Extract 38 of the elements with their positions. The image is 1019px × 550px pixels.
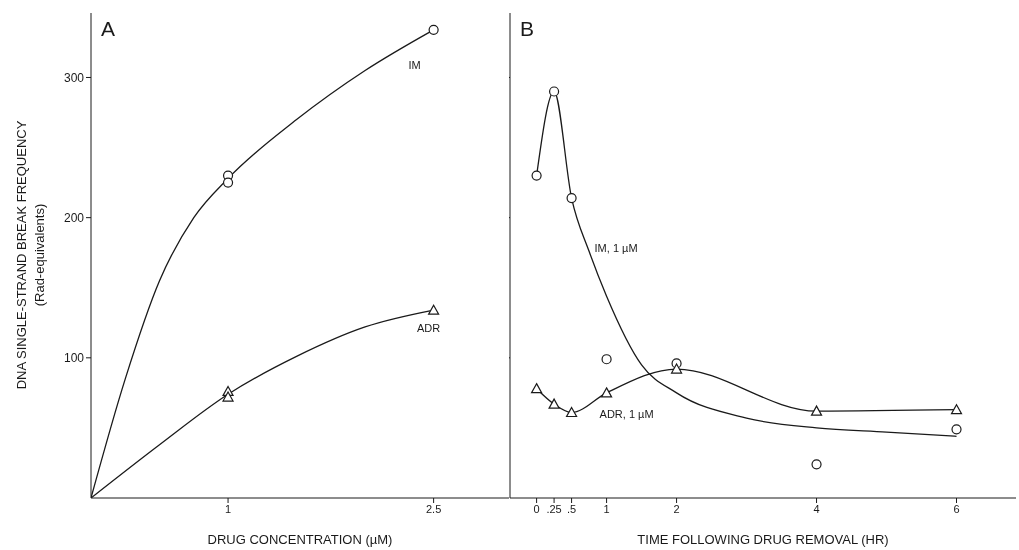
x-tick-label: 2 xyxy=(673,502,680,515)
x-tick-label: 0 xyxy=(533,502,540,515)
series-label: IM xyxy=(408,58,421,71)
series-label: ADR xyxy=(417,322,441,335)
point xyxy=(428,24,439,35)
point xyxy=(222,391,234,402)
x-tick-label: .25 xyxy=(546,502,562,515)
x-tick-label: 1 xyxy=(224,502,232,515)
point xyxy=(810,405,823,416)
x-tick-label: 2.5 xyxy=(425,502,442,515)
series-label: IM, 1 µM xyxy=(594,242,638,255)
point xyxy=(566,192,577,204)
x-axis-title: TIME FOLLOWING DRUG REMOVAL (HR) xyxy=(637,532,889,547)
x-tick-label: 4 xyxy=(813,502,820,515)
point xyxy=(565,406,578,418)
point xyxy=(600,387,613,398)
x-axis-title: DRUG CONCENTRATION (µM) xyxy=(207,532,393,547)
y-axis-title: DNA SINGLE-STRAND BREAK FREQUENCY (Rad-equivalents) xyxy=(13,120,48,390)
point xyxy=(670,363,683,374)
y-tick-label: 100 xyxy=(63,351,85,366)
point xyxy=(951,424,962,435)
point xyxy=(950,404,963,415)
series-label: ADR, 1 µM xyxy=(599,408,654,421)
point xyxy=(601,354,612,365)
chart-title: A xyxy=(101,17,116,41)
point xyxy=(531,170,542,181)
point xyxy=(811,459,822,470)
chart-title: B xyxy=(520,17,535,41)
y-tick-label: 200 xyxy=(63,210,85,225)
x-tick-label: .5 xyxy=(566,502,577,515)
x-tick-label: 1 xyxy=(603,502,610,515)
point xyxy=(428,304,440,315)
point xyxy=(548,86,560,97)
x-tick-label: 6 xyxy=(953,502,960,515)
point xyxy=(548,398,560,409)
y-tick-label: 300 xyxy=(63,70,85,85)
point xyxy=(530,383,543,394)
point xyxy=(222,177,234,188)
